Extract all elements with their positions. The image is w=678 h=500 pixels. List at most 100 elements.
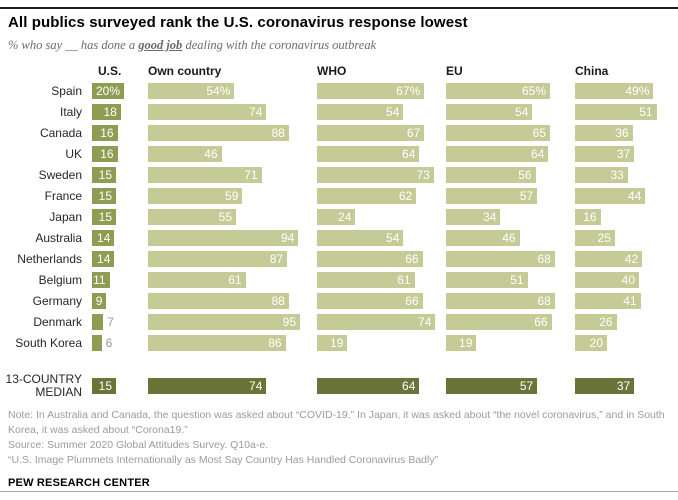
bar-who: 54 [317, 104, 404, 120]
bar-cell: 15 [88, 378, 148, 394]
bar-value: 67% [396, 84, 421, 98]
bar-u-s-: 18 [92, 104, 121, 120]
bar-cell: 74 [148, 378, 317, 394]
bar-value: 71 [244, 168, 258, 182]
chart-row: Sweden 15 71 73 56 33 [0, 167, 678, 183]
bar-value: 20% [95, 84, 120, 98]
country-label: Belgium [38, 272, 82, 287]
bar-u-s-: 11 [92, 272, 110, 288]
bar-u-s-: 14 [92, 230, 115, 246]
bar-value: 94 [281, 231, 295, 245]
bar-cell: 11 [88, 272, 148, 288]
bar-value: 19 [459, 336, 473, 350]
bar-china: 36 [575, 125, 633, 141]
bar-cell: 20 [575, 335, 678, 351]
bar-value: 49% [625, 84, 650, 98]
bar-cell: 66 [446, 314, 575, 330]
chart-row: Japan 15 55 24 34 16 [0, 209, 678, 225]
bar-cell: 25 [575, 230, 678, 246]
bar-cell: 44 [575, 188, 678, 204]
bar-china: 16 [575, 209, 601, 225]
bar-u-s- [92, 314, 104, 330]
bar-cell: 46 [446, 230, 575, 246]
bar-who: 64 [317, 378, 420, 394]
chart-row: Netherlands 14 87 66 68 42 [0, 251, 678, 267]
bar-cell: 61 [317, 272, 446, 288]
header-spacer [0, 64, 88, 78]
bar-own-country: 88 [148, 293, 289, 309]
bar-cell: 41 [575, 293, 678, 309]
bar-value: 9 [95, 294, 103, 308]
bar-u-s-: 15 [92, 167, 116, 183]
bar-value: 68 [537, 294, 551, 308]
bar-u-s-: 15 [92, 209, 116, 225]
bar-cell: 37 [575, 378, 678, 394]
bar-china: 25 [575, 230, 615, 246]
column-header-eu: EU [446, 64, 463, 78]
bar-value: 41 [623, 294, 637, 308]
country-label: Netherlands [17, 251, 82, 266]
chart-row: Canada 16 88 67 65 36 [0, 125, 678, 141]
bar-eu: 34 [446, 209, 501, 225]
country-label: UK [65, 146, 82, 161]
bar-value: 51 [639, 105, 653, 119]
bar-cell: 16 [88, 146, 148, 162]
chart-row: Spain 20% 54% 67% 65% 49% [0, 83, 678, 99]
bar-value: 65% [521, 84, 546, 98]
bar-u-s-: 16 [92, 146, 118, 162]
median-label: 13-COUNTRY MEDIAN [5, 372, 82, 399]
bar-who: 64 [317, 146, 420, 162]
bar-who: 62 [317, 188, 417, 204]
bar-cell: 59 [148, 188, 317, 204]
bar-cell: 19 [317, 335, 446, 351]
bar-own-country: 74 [148, 378, 267, 394]
bar-china: 49% [575, 83, 654, 99]
bar-own-country: 74 [148, 104, 267, 120]
bar-eu: 57 [446, 188, 538, 204]
bar-cell: 54% [148, 83, 317, 99]
bar-value: 19 [330, 336, 344, 350]
bar-value: 37 [616, 379, 631, 393]
bar-cell: 67 [317, 125, 446, 141]
bar-who: 66 [317, 293, 423, 309]
bar-value: 68 [537, 252, 551, 266]
bar-cell: 24 [317, 209, 446, 225]
bar-value: 26 [599, 315, 613, 329]
bar-cell: 33 [575, 167, 678, 183]
subtitle-suffix: dealing with the coronavirus outbreak [182, 38, 377, 52]
bar-value: 61 [397, 273, 411, 287]
bar-value: 15 [98, 210, 112, 224]
bar-cell: 71 [148, 167, 317, 183]
bar-value: 25 [597, 231, 611, 245]
bar-china: 37 [575, 146, 635, 162]
bar-cell: 20% [88, 83, 148, 99]
bar-cell: 51 [446, 272, 575, 288]
chart-row: Australia 14 94 54 46 25 [0, 230, 678, 246]
page-title: All publics surveyed rank the U.S. coron… [8, 14, 468, 31]
bar-value: 51 [510, 273, 524, 287]
bar-value: 15 [98, 189, 112, 203]
bar-eu: 68 [446, 251, 555, 267]
bar-u-s-: 14 [92, 251, 115, 267]
bottom-divider [0, 491, 678, 492]
country-label: Denmark [33, 314, 82, 329]
bar-own-country: 86 [148, 335, 286, 351]
bar-eu: 51 [446, 272, 528, 288]
bar-cell: 14 [88, 230, 148, 246]
bar-value: 34 [483, 210, 497, 224]
bar-cell: 15 [88, 188, 148, 204]
chart-row: Denmark 7 95 74 66 26 [0, 314, 678, 330]
bar-cell: 73 [317, 167, 446, 183]
bar-value: 46 [204, 147, 218, 161]
bar-u-s- [92, 335, 102, 351]
bar-cell: 68 [446, 293, 575, 309]
bar-eu: 56 [446, 167, 536, 183]
bar-u-s-: 16 [92, 125, 118, 141]
bar-cell: 19 [446, 335, 575, 351]
bar-cell: 15 [88, 209, 148, 225]
bar-value: 73 [416, 168, 430, 182]
bar-who: 67% [317, 83, 425, 99]
bar-value: 15 [98, 168, 112, 182]
chart-row: Germany 9 88 66 68 41 [0, 293, 678, 309]
